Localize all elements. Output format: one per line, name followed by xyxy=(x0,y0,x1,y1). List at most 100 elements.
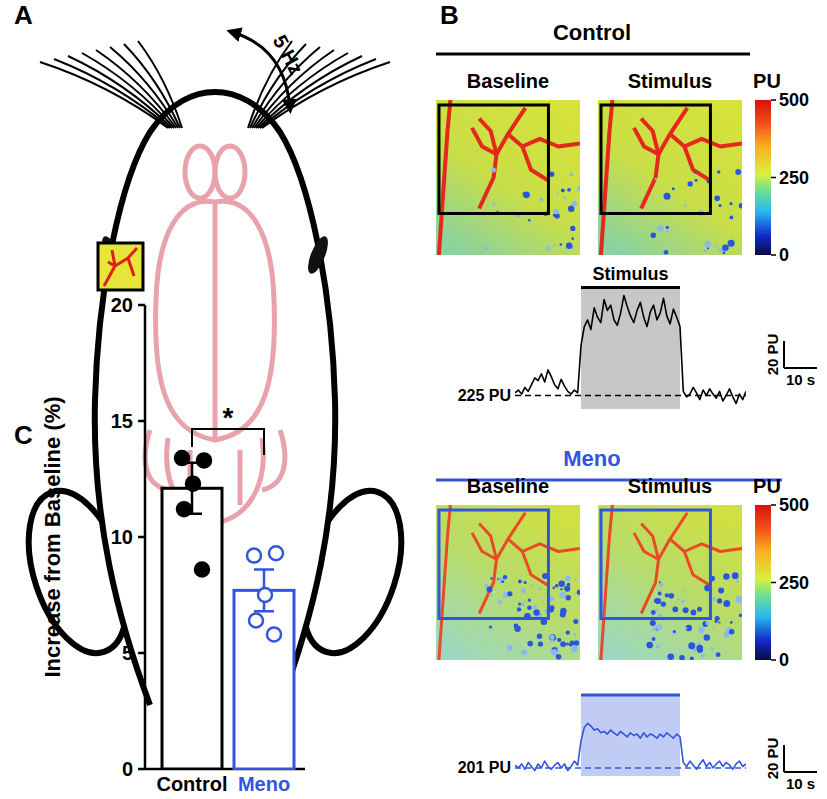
speckle xyxy=(557,192,559,194)
speckle xyxy=(732,572,739,579)
speckle xyxy=(571,237,574,240)
figure: ABC5 HzControlBaselineStimulusPU0250500M… xyxy=(0,0,827,799)
speckle xyxy=(739,614,742,617)
panel-label: C xyxy=(14,420,33,450)
y-tick-label: 10 xyxy=(111,526,133,548)
speckle xyxy=(518,580,522,584)
speckle xyxy=(672,606,678,612)
speckle xyxy=(672,187,675,190)
vessel xyxy=(670,539,742,551)
speckle xyxy=(560,243,563,246)
speckle xyxy=(540,198,544,202)
colorbar-label: PU xyxy=(753,70,781,92)
group-rule xyxy=(436,53,750,56)
whisker xyxy=(54,59,170,128)
speckle xyxy=(566,243,572,249)
speckle xyxy=(722,245,729,252)
colorbar-tick-label: 0 xyxy=(779,650,789,670)
scale-bar-y xyxy=(783,745,785,772)
speckle xyxy=(724,632,730,638)
colorbar-tick-label: 250 xyxy=(779,168,809,188)
significance-label: * xyxy=(223,402,234,433)
speckle xyxy=(695,179,698,182)
y-tick-label: 20 xyxy=(111,294,133,316)
y-tick xyxy=(138,304,145,307)
speckle xyxy=(677,598,679,600)
speckle xyxy=(659,583,663,587)
speckle xyxy=(715,245,717,247)
speckle xyxy=(654,598,659,603)
stimulus-frequency: 5 Hz xyxy=(269,31,308,78)
speckle xyxy=(679,655,685,660)
colorbar xyxy=(755,100,771,255)
bar xyxy=(162,488,222,769)
speckle xyxy=(563,197,566,200)
speckle xyxy=(517,607,521,611)
speckle xyxy=(712,597,716,601)
speckle xyxy=(666,230,669,233)
data-point xyxy=(258,588,272,602)
scale-bar-x xyxy=(784,771,817,773)
flow-image xyxy=(436,505,580,660)
speckle xyxy=(718,621,720,623)
speckle xyxy=(546,246,551,251)
whisker xyxy=(138,41,182,128)
speckle xyxy=(518,603,521,606)
speckle xyxy=(701,654,705,658)
colorbar-tick xyxy=(771,659,776,661)
image-label: Stimulus xyxy=(628,475,712,497)
speckle xyxy=(514,626,520,632)
speckle xyxy=(577,186,580,191)
speckle xyxy=(711,647,714,650)
speckle xyxy=(715,616,720,621)
speckle xyxy=(564,586,570,592)
stimulus-label: Stimulus xyxy=(592,264,668,284)
bar xyxy=(234,590,294,769)
group-title: Meno xyxy=(563,446,620,471)
speckle xyxy=(694,171,697,174)
group-title: Control xyxy=(553,20,631,45)
speckle xyxy=(658,592,662,596)
trace-line xyxy=(515,296,746,404)
colorbar-tick-label: 250 xyxy=(779,573,809,593)
roi-box xyxy=(439,510,548,619)
whisker xyxy=(124,44,180,128)
speckle xyxy=(667,653,674,660)
speckle xyxy=(681,600,685,604)
whisker xyxy=(260,59,376,128)
data-point xyxy=(175,451,189,465)
vessel xyxy=(439,505,451,660)
image-background xyxy=(436,100,580,255)
speckle xyxy=(560,641,566,647)
speckle xyxy=(704,241,711,248)
speckle xyxy=(729,202,732,205)
x-tick-label: Meno xyxy=(238,773,290,795)
flow-image xyxy=(436,100,580,255)
x-tick-label: Control xyxy=(156,773,227,795)
vessel xyxy=(508,539,580,551)
speckle xyxy=(697,607,702,612)
speckle xyxy=(577,590,580,595)
speckle xyxy=(507,645,513,651)
speckle xyxy=(717,170,720,173)
speckle xyxy=(550,605,555,610)
data-point xyxy=(269,546,283,560)
trace-line xyxy=(515,723,746,770)
vessel xyxy=(479,119,496,155)
speckle xyxy=(527,605,532,610)
speckle xyxy=(714,196,720,202)
speckle xyxy=(652,637,656,641)
whisker xyxy=(96,50,176,128)
colorbar-tick xyxy=(771,177,776,179)
speckle xyxy=(707,247,709,249)
speckle xyxy=(569,643,573,647)
speckle xyxy=(489,625,492,628)
speckle xyxy=(669,593,675,599)
colorbar-tick xyxy=(771,99,776,101)
eye xyxy=(304,234,332,276)
vessel xyxy=(641,513,687,614)
speckle xyxy=(665,593,669,597)
speckle xyxy=(557,638,561,642)
speckle xyxy=(723,573,730,580)
scale-bar-label: 20 PU xyxy=(764,334,781,376)
